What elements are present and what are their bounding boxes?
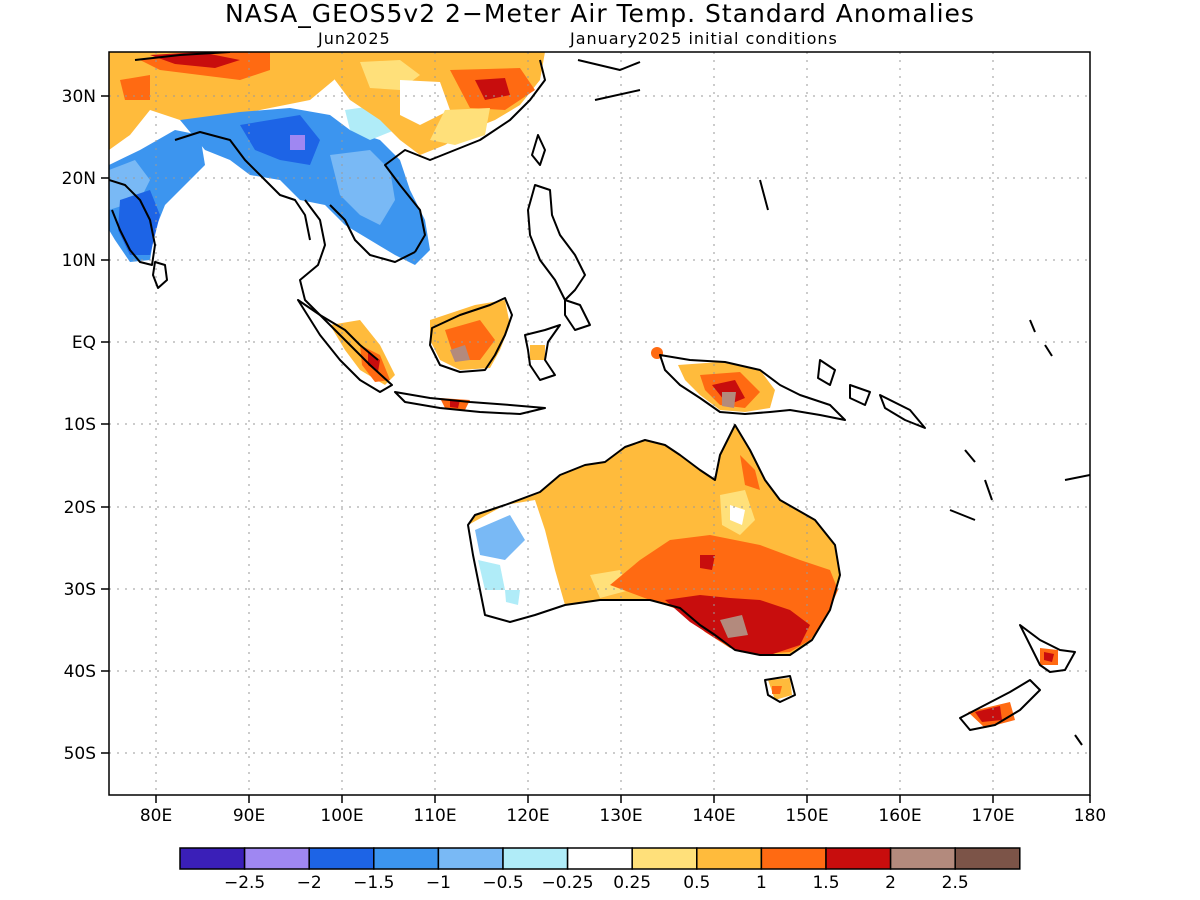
colorbar-label: 1.5 [812,873,839,893]
lat-label: 30N [62,87,96,107]
colorbar-label: 1 [756,873,767,893]
coastlines [109,52,1090,746]
colorbar-label: −2.5 [224,873,265,893]
lon-label: 90E [233,806,265,826]
colorbar-swatch [437,847,504,870]
lon-label: 170E [971,806,1014,826]
lat-label: 20S [64,498,96,518]
colorbar-swatch [825,847,892,870]
colorbar-swatch [566,847,633,870]
initial-conditions: January2025 initial conditions [570,29,838,48]
forecast-month: Jun2025 [318,29,391,48]
colorbar-label: −2 [297,873,322,893]
colorbar-swatch [696,847,763,870]
lon-label: 100E [320,806,363,826]
colorbar-label: −1 [426,873,451,893]
colorbar-swatch [954,847,1021,870]
lon-label: 120E [506,806,549,826]
colorbar-label: 0.5 [683,873,710,893]
lon-label: 80E [140,806,172,826]
colorbar-swatch [760,847,827,870]
colorbar-label: −0.25 [542,873,594,893]
longitude-labels: 80E 90E 100E 110E 120E 130E 140E 150E 16… [140,806,1106,826]
lon-label: 150E [785,806,828,826]
colorbar-label: 2.5 [942,873,969,893]
axis-ticks [101,95,1091,803]
lon-label: 130E [599,806,642,826]
lon-label: 140E [692,806,735,826]
colorbar-label: −1.5 [353,873,394,893]
lat-label: 20N [62,169,96,189]
colorbar [179,847,1021,870]
colorbar-swatch [373,847,440,870]
lon-label: 110E [413,806,456,826]
lon-label: 160E [878,806,921,826]
lat-label: 40S [64,662,96,682]
lat-label: 50S [64,744,96,764]
colorbar-label: 2 [885,873,896,893]
graticule [109,52,1090,795]
colorbar-swatch [889,847,956,870]
colorbar-swatch [502,847,569,870]
lat-label: 10N [62,251,96,271]
colorbar-swatch [243,847,310,870]
colorbar-label: −0.5 [482,873,523,893]
map-title: NASA_GEOS5v2 2−Meter Air Temp. Standard … [225,0,975,28]
lat-label: 30S [64,580,96,600]
colorbar-swatch [631,847,698,870]
colorbar-labels: −2.5 −2 −1.5 −1 −0.5 −0.25 0.25 0.5 1 1.5 2 2.5 [224,873,969,893]
lat-label: EQ [72,333,96,353]
latitude-labels: 30N 20N 10N EQ 10S 20S 30S 40S 50S [62,87,96,764]
lat-label: 10S [64,415,96,435]
colorbar-swatch [308,847,375,870]
colorbar-label: 0.25 [613,873,651,893]
colorbar-swatch [179,847,246,870]
map-field [109,52,1090,795]
lon-label: 180 [1074,806,1106,826]
